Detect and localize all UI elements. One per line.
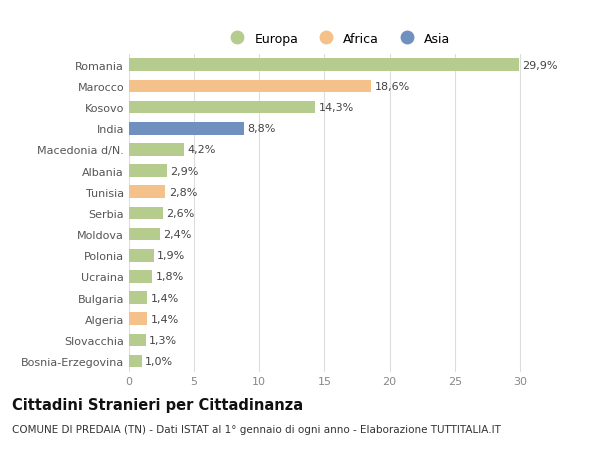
- Text: Cittadini Stranieri per Cittadinanza: Cittadini Stranieri per Cittadinanza: [12, 397, 303, 412]
- Text: 1,9%: 1,9%: [157, 251, 185, 261]
- Bar: [129, 355, 142, 368]
- Bar: [129, 80, 371, 93]
- Text: COMUNE DI PREDAIA (TN) - Dati ISTAT al 1° gennaio di ogni anno - Elaborazione TU: COMUNE DI PREDAIA (TN) - Dati ISTAT al 1…: [12, 425, 501, 435]
- Bar: [129, 144, 184, 157]
- Text: 1,4%: 1,4%: [151, 314, 179, 324]
- Bar: [129, 207, 163, 220]
- Text: 14,3%: 14,3%: [319, 103, 354, 113]
- Bar: [129, 59, 518, 72]
- Text: 2,9%: 2,9%: [170, 166, 199, 176]
- Bar: [129, 334, 146, 347]
- Bar: [129, 165, 167, 178]
- Text: 2,8%: 2,8%: [169, 187, 197, 197]
- Text: 2,4%: 2,4%: [164, 230, 192, 240]
- Bar: [129, 291, 147, 304]
- Text: 18,6%: 18,6%: [374, 82, 410, 92]
- Text: 1,3%: 1,3%: [149, 335, 178, 345]
- Text: 29,9%: 29,9%: [522, 61, 557, 71]
- Legend: Europa, Africa, Asia: Europa, Africa, Asia: [224, 33, 451, 46]
- Bar: [129, 249, 154, 262]
- Bar: [129, 123, 244, 135]
- Text: 1,0%: 1,0%: [145, 356, 173, 366]
- Bar: [129, 228, 160, 241]
- Text: 2,6%: 2,6%: [166, 208, 194, 218]
- Bar: [129, 270, 152, 283]
- Text: 4,2%: 4,2%: [187, 145, 215, 155]
- Bar: [129, 101, 316, 114]
- Text: 1,8%: 1,8%: [156, 272, 184, 282]
- Text: 1,4%: 1,4%: [151, 293, 179, 303]
- Text: 8,8%: 8,8%: [247, 124, 275, 134]
- Bar: [129, 313, 147, 325]
- Bar: [129, 186, 166, 199]
